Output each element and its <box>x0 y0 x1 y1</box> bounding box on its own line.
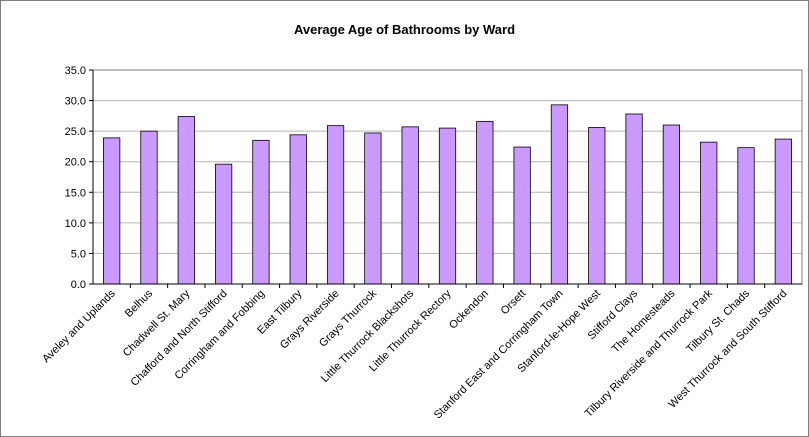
x-tick-label: Chadwell St. Mary <box>121 287 193 359</box>
bar-7 <box>326 125 345 285</box>
bar-18 <box>737 147 755 285</box>
bar-19 <box>774 138 792 285</box>
x-tick-label: Belhus <box>123 287 156 320</box>
bar-15 <box>625 113 643 285</box>
bar-13 <box>550 104 569 285</box>
bar-2 <box>140 130 158 285</box>
y-tick-label: 0.0 <box>71 279 86 291</box>
y-tick-label: 25.0 <box>65 126 86 138</box>
y-tick-label: 10.0 <box>65 218 86 230</box>
bar-1 <box>103 137 121 285</box>
chart-title: Average Age of Bathrooms by Ward <box>293 22 516 37</box>
bar-12 <box>513 146 531 285</box>
bar-11 <box>476 120 494 285</box>
y-tick-label: 15.0 <box>65 187 86 199</box>
x-tick-label: Ockendon <box>447 288 491 332</box>
y-tick-label: 30.0 <box>65 96 86 108</box>
bar-17 <box>700 141 718 285</box>
bar-16 <box>662 124 681 285</box>
bar-5 <box>252 139 270 285</box>
y-tick-label: 35.0 <box>65 65 86 77</box>
y-tick-label: 20.0 <box>65 157 86 169</box>
bar-14 <box>588 127 606 285</box>
x-tick-label: Aveley and Uplands <box>40 287 118 365</box>
bar-10 <box>438 127 457 285</box>
bar-9 <box>401 126 419 285</box>
bar-8 <box>364 132 382 285</box>
bar-6 <box>289 134 307 285</box>
x-tick-label: Orsett <box>499 288 529 318</box>
x-tick-label: The Homesteads <box>610 287 678 355</box>
x-tick-label: Tilbury St. Chads <box>684 287 752 355</box>
y-tick-label: 5.0 <box>71 248 86 260</box>
bar-3 <box>177 116 195 285</box>
bar-4 <box>214 163 233 285</box>
